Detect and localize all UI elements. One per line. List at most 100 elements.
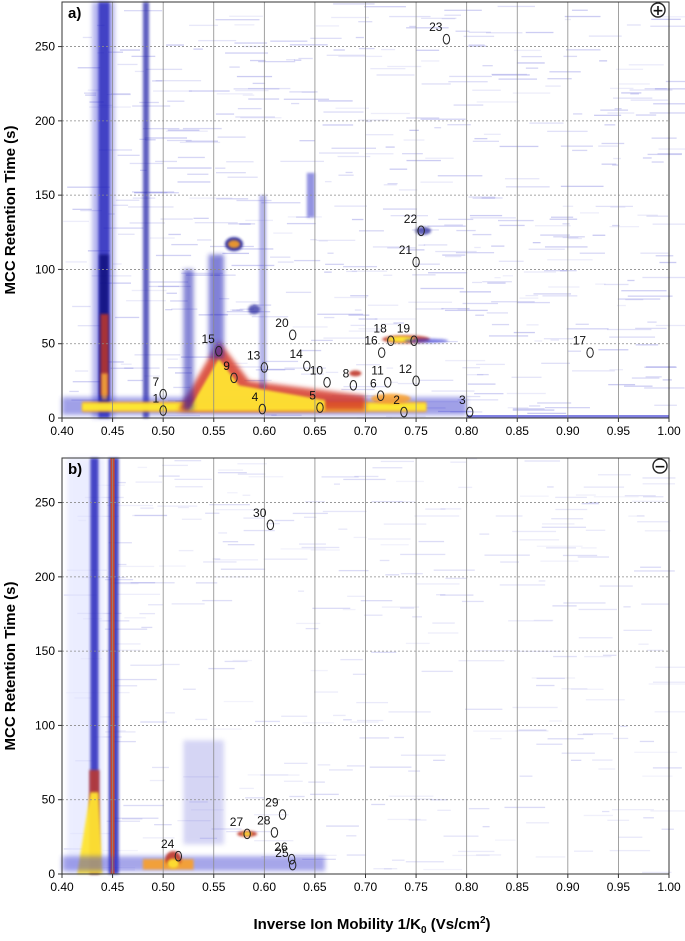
- noise-streak: [551, 518, 584, 520]
- intensity-region: [183, 269, 194, 411]
- noise-streak: [289, 44, 328, 46]
- noise-streak: [111, 740, 136, 743]
- noise-streak: [495, 515, 523, 517]
- noise-streak: [512, 408, 545, 410]
- noise-streak: [322, 510, 367, 513]
- noise-streak: [343, 385, 387, 388]
- noise-streak: [519, 297, 539, 299]
- noise-streak: [326, 54, 366, 56]
- noise-streak: [628, 64, 664, 66]
- noise-streak: [513, 331, 535, 334]
- x-tick-label: 0.45: [101, 424, 125, 438]
- noise-streak: [181, 272, 224, 275]
- noise-streak: [499, 145, 539, 148]
- noise-streak: [491, 73, 527, 76]
- noise-streak: [218, 298, 230, 300]
- panel-label-b: b): [68, 461, 82, 478]
- noise-streak: [245, 219, 274, 222]
- noise-streak: [453, 104, 484, 106]
- noise-streak: [624, 495, 656, 497]
- noise-streak: [579, 252, 605, 254]
- noise-streak: [310, 669, 328, 672]
- noise-streak: [599, 585, 633, 587]
- noise-streak: [628, 515, 645, 517]
- peak-marker: [159, 405, 167, 416]
- noise-streak: [463, 35, 495, 38]
- noise-streak: [168, 367, 192, 369]
- noise-streak: [77, 67, 101, 69]
- noise-streak: [547, 738, 584, 740]
- noise-streak: [350, 721, 379, 723]
- peak-label: 24: [161, 837, 175, 851]
- noise-streak: [165, 130, 208, 132]
- noise-streak: [536, 743, 563, 745]
- noise-streak: [482, 65, 493, 67]
- noise-streak: [408, 770, 421, 772]
- noise-streak: [180, 356, 218, 358]
- noise-streak: [166, 139, 192, 142]
- noise-streak: [547, 486, 554, 488]
- noise-streak: [105, 731, 136, 733]
- x-tick-label: 0.85: [506, 880, 530, 894]
- noise-streak: [227, 176, 258, 178]
- noise-streak: [109, 582, 139, 585]
- noise-streak: [323, 111, 364, 113]
- x-tick-label: 0.95: [607, 880, 631, 894]
- x-tick-label: 0.70: [354, 880, 378, 894]
- noise-streak: [410, 798, 433, 800]
- noise-streak: [351, 218, 364, 221]
- y-tick-label: 150: [35, 644, 55, 658]
- noise-streak: [106, 820, 141, 822]
- noise-streak: [356, 719, 384, 722]
- noise-streak: [158, 285, 180, 288]
- noise-streak: [519, 495, 549, 497]
- x-tick-label: 0.95: [607, 424, 631, 438]
- noise-streak: [187, 173, 209, 175]
- noise-streak: [317, 313, 364, 315]
- noise-streak: [337, 155, 371, 158]
- noise-streak: [231, 264, 275, 267]
- noise-streak: [333, 483, 341, 485]
- noise-streak: [432, 622, 455, 624]
- noise-streak: [72, 208, 92, 210]
- noise-streak: [152, 80, 163, 82]
- noise-streak: [183, 688, 196, 690]
- noise-streak: [652, 767, 682, 769]
- noise-streak: [185, 140, 218, 142]
- intensity-region: [183, 740, 224, 845]
- noise-streak: [195, 582, 218, 584]
- x-tick-label: 0.70: [354, 424, 378, 438]
- noise-streak: [536, 684, 555, 687]
- peak-marker: [258, 403, 267, 415]
- intensity-region: [188, 358, 326, 411]
- noise-streak: [124, 367, 160, 369]
- noise-streak: [314, 691, 339, 693]
- noise-streak: [466, 395, 481, 398]
- noise-streak: [441, 307, 470, 310]
- x-tick-label: 0.90: [556, 424, 580, 438]
- noise-streak: [445, 359, 486, 362]
- peak-marker: [323, 377, 331, 388]
- noise-streak: [662, 379, 672, 381]
- noise-streak: [248, 98, 280, 100]
- noise-streak: [642, 276, 685, 279]
- noise-streak: [515, 730, 549, 732]
- x-axis-title-subscript: 0: [421, 925, 427, 936]
- noise-streak: [518, 729, 547, 731]
- noise-streak: [541, 362, 570, 364]
- noise-streak: [365, 120, 372, 123]
- noise-streak: [434, 127, 442, 129]
- noise-streak: [353, 536, 367, 539]
- noise-streak: [155, 254, 192, 257]
- noise-streak: [230, 366, 270, 368]
- noise-streak: [388, 711, 431, 713]
- noise-streak: [158, 475, 180, 477]
- noise-streak: [468, 45, 487, 47]
- noise-streak: [598, 145, 619, 147]
- noise-streak: [115, 199, 140, 201]
- noise-streak: [461, 600, 484, 603]
- noise-streak: [498, 219, 534, 222]
- noise-streak: [398, 189, 418, 191]
- noise-streak: [409, 129, 419, 131]
- noise-streak: [553, 236, 585, 238]
